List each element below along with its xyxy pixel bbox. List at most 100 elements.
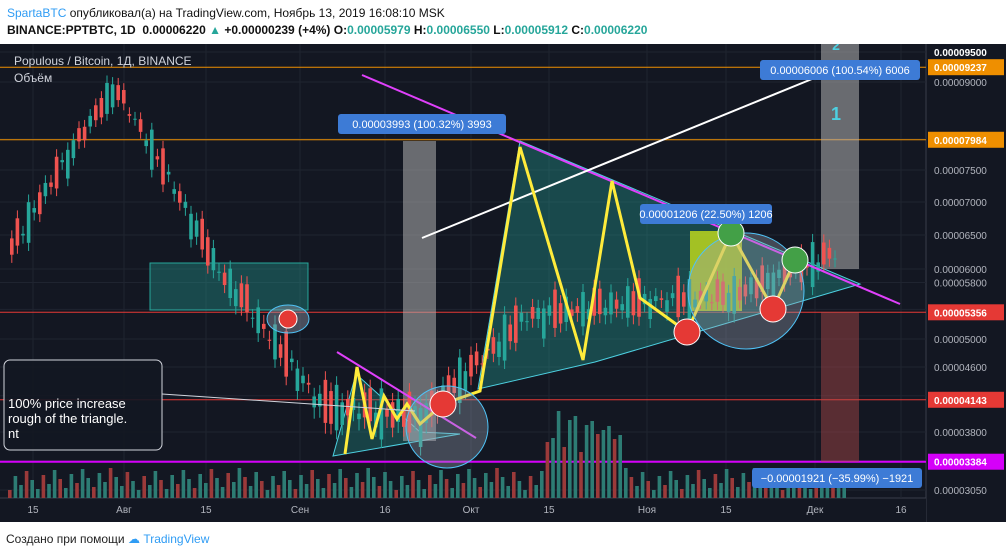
candle-body <box>710 302 714 304</box>
volume-bar <box>327 474 331 498</box>
candle-body <box>788 273 792 278</box>
time-tick-label: Ноя <box>638 505 656 516</box>
volume-bar <box>685 475 690 498</box>
candle-body <box>166 171 171 175</box>
candle-body <box>250 317 255 319</box>
volume-bar <box>366 468 370 498</box>
volume-bar <box>265 490 270 498</box>
volume-bar <box>176 484 180 498</box>
time-tick-label: Авг <box>116 505 132 516</box>
candle-body <box>26 202 31 243</box>
up-arrow-icon: ▲ <box>209 23 221 37</box>
volume-bar <box>108 468 113 498</box>
last-price: 0.00006220 <box>142 23 206 37</box>
price-tag <box>928 131 1004 148</box>
volume-bar <box>484 473 488 498</box>
candle-body <box>631 291 636 316</box>
volume-bar <box>355 473 359 498</box>
candle-body <box>738 286 742 301</box>
candle-body <box>704 290 708 302</box>
volume-bar <box>30 480 34 498</box>
candle-body <box>284 331 288 377</box>
volume-bar <box>652 490 656 498</box>
candle-body <box>754 277 759 299</box>
volume-bar <box>271 476 275 498</box>
candle-body <box>519 312 524 322</box>
candle-body <box>491 337 496 354</box>
candle-body <box>665 300 669 312</box>
volume-bar <box>506 486 510 498</box>
volume-bar <box>456 474 460 498</box>
volume-bar <box>775 481 779 498</box>
price-tags: 0.00009500 0.00009237 0.00007984 0.00005356… <box>928 44 1004 470</box>
price-axis[interactable] <box>926 44 1006 522</box>
time-tick-labels: 15 Авг 15 Сен 16 Окт 15 Ноя 15 Дек 16 <box>27 505 907 516</box>
candle-body <box>21 233 25 236</box>
tradingview-link[interactable]: TradingView <box>143 532 210 546</box>
candle-body <box>290 358 294 363</box>
time-tick-label: Дек <box>807 505 824 516</box>
volume-bar <box>282 471 286 498</box>
volume-bar <box>164 489 169 498</box>
volume-bar <box>635 486 639 498</box>
price-chart[interactable]: 0.000030500.000034000.000038000.00004200… <box>0 37 1006 522</box>
volume-bar <box>517 481 522 498</box>
volume-bar <box>75 483 79 498</box>
measure-labels: 0.00003993 (100.32%) 3993 0.00001206 (22.… <box>3 37 922 488</box>
note-pointer <box>161 393 416 412</box>
volume-bar <box>24 471 29 498</box>
volume-bar <box>192 488 197 498</box>
volume-bar <box>444 479 449 498</box>
candle-body <box>626 286 630 318</box>
candle-body <box>217 271 221 273</box>
price-tick-label: 0.00006500 <box>934 231 987 242</box>
publish-info: опубликовал(а) на TradingView.com, Ноябр… <box>69 6 445 20</box>
volume-bar <box>209 469 214 498</box>
time-tick-label: 15 <box>200 505 212 516</box>
volume-bar <box>288 480 292 498</box>
candle-body <box>334 384 339 431</box>
volume-bar <box>618 435 622 498</box>
volume-bar <box>467 469 471 498</box>
volume-bar <box>131 481 135 498</box>
volume-bar <box>19 485 23 498</box>
volume-bar <box>243 477 247 498</box>
pattern-zigzag <box>343 146 797 455</box>
time-axis[interactable] <box>0 498 926 522</box>
candle-body <box>306 382 311 385</box>
volume-bar <box>383 472 387 498</box>
candle-body <box>43 182 48 197</box>
price-tick-label: 0.00007500 <box>934 166 987 177</box>
volume-bar <box>500 477 505 498</box>
volume-bar <box>528 476 533 498</box>
candle-body <box>648 298 652 320</box>
candle-body <box>15 218 20 246</box>
price-tag-text: 0.00009500 <box>934 48 987 59</box>
pivot-marker <box>278 309 298 329</box>
volume-bar <box>125 472 130 498</box>
volume-bar <box>439 470 443 498</box>
volume-bar <box>97 473 102 498</box>
candle-body <box>262 323 266 329</box>
time-tick-label: 15 <box>27 505 39 516</box>
candle-body <box>318 393 322 407</box>
candle-body <box>77 128 81 142</box>
candle-body <box>508 324 512 342</box>
price-tag-text: 0.00007984 <box>934 136 987 147</box>
volume-bar <box>607 426 611 498</box>
price-tick-label: 0.00005000 <box>934 335 987 346</box>
chart-area[interactable]: 0.000030500.000034000.000038000.00004200… <box>0 37 1006 522</box>
candle-body <box>777 269 781 279</box>
measure-label-text: 0.00006006 (100.54%) 6006 <box>770 65 909 77</box>
volume-bar <box>579 452 583 498</box>
open-value: 0.00005979 <box>347 23 411 37</box>
candle-body <box>766 272 770 290</box>
volume-bar <box>568 420 572 498</box>
volume-bar <box>674 480 678 498</box>
volume-bar <box>719 483 723 498</box>
volume-bar <box>691 484 695 498</box>
author-name[interactable]: SpartaBTC <box>7 6 67 20</box>
candle-body <box>536 307 540 319</box>
volume-bar <box>489 482 494 498</box>
candle-body <box>827 247 832 259</box>
